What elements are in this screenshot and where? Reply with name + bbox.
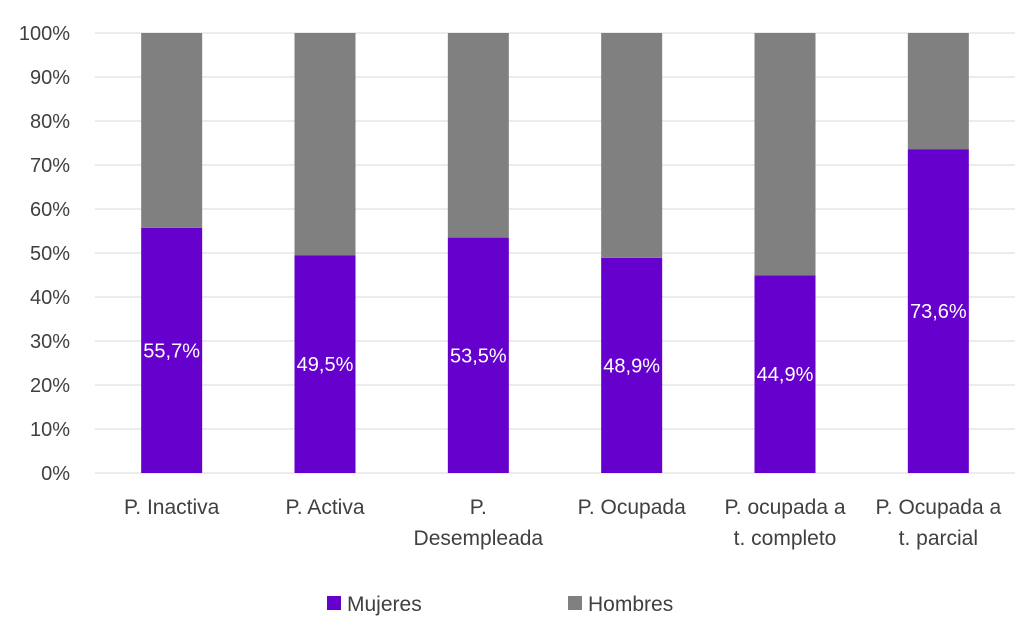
legend-label: Hombres xyxy=(588,593,673,616)
y-tick-label: 100% xyxy=(19,23,70,45)
y-tick-label: 30% xyxy=(30,331,70,353)
bar-hombres-1 xyxy=(294,33,356,256)
legend-label: Mujeres xyxy=(347,593,422,616)
x-category-label: P. Ocupada a xyxy=(875,496,1001,519)
data-label: 49,5% xyxy=(297,354,354,376)
bar-hombres-3 xyxy=(601,33,663,258)
x-category-label: P. Inactiva xyxy=(124,496,220,519)
x-category-label: t. completo xyxy=(734,527,837,550)
bar-mujeres-1 xyxy=(294,255,356,473)
bar-hombres-4 xyxy=(754,33,816,276)
y-tick-label: 40% xyxy=(30,287,70,309)
x-category-label: P. ocupada a xyxy=(724,496,845,519)
bar-mujeres-2 xyxy=(447,237,509,473)
data-label: 55,7% xyxy=(143,340,200,362)
legend-swatch-hombres xyxy=(568,596,582,610)
legend-swatch-mujeres xyxy=(327,596,341,610)
x-category-label: t. parcial xyxy=(899,527,978,550)
bar-hombres-2 xyxy=(447,33,509,238)
bar-mujeres-0 xyxy=(141,227,203,473)
data-label: 48,9% xyxy=(603,355,660,377)
y-tick-label: 60% xyxy=(30,199,70,221)
x-category-label: P. Activa xyxy=(286,496,365,519)
x-category-label: P. Ocupada xyxy=(578,496,687,519)
x-category-label: P. xyxy=(470,496,487,519)
legend: Mujeres Hombres xyxy=(327,593,673,616)
gridlines xyxy=(95,32,1015,474)
y-tick-label: 10% xyxy=(30,419,70,441)
y-tick-label: 0% xyxy=(41,463,70,485)
data-label: 44,9% xyxy=(757,364,814,386)
data-label: 53,5% xyxy=(450,345,507,367)
y-tick-label: 70% xyxy=(30,155,70,177)
bar-mujeres-5 xyxy=(907,149,969,473)
bars: 55,7% 49,5% 53,5% 48,9% 44,9% 73,6% xyxy=(141,33,969,473)
bar-hombres-0 xyxy=(141,33,203,228)
y-tick-label: 80% xyxy=(30,111,70,133)
bar-hombres-5 xyxy=(907,33,969,150)
x-category-label: Desempleada xyxy=(414,527,544,550)
y-tick-label: 50% xyxy=(30,243,70,265)
y-axis: 0% 10% 20% 30% 40% 50% 60% 70% 80% 90% 100% xyxy=(19,23,70,485)
y-tick-label: 90% xyxy=(30,67,70,89)
bar-mujeres-4 xyxy=(754,275,816,473)
bar-mujeres-3 xyxy=(601,257,663,473)
data-label: 73,6% xyxy=(910,301,967,323)
y-tick-label: 20% xyxy=(30,375,70,397)
x-axis: P. Inactiva P. Activa P. Desempleada P. Ocup… xyxy=(124,496,1002,550)
